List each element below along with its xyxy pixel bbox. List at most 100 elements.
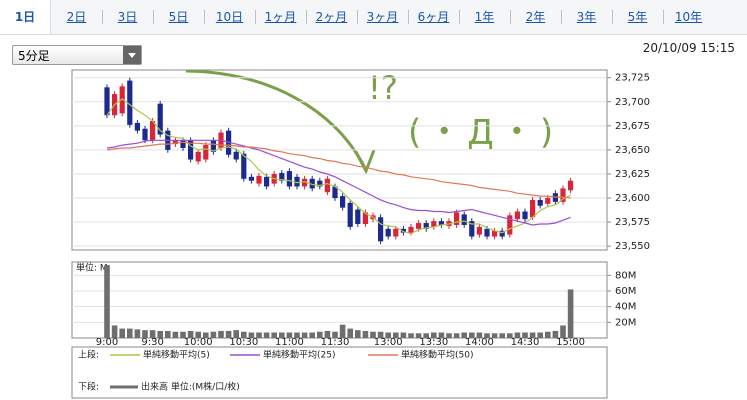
period-tab[interactable]: 10年 xyxy=(663,0,714,34)
volume-bar xyxy=(309,332,315,338)
annotation-arrowhead xyxy=(354,149,376,175)
volume-bar xyxy=(165,330,171,338)
volume-bar xyxy=(210,331,217,338)
volume-bar xyxy=(393,332,399,338)
x-tick-label: 14:00 xyxy=(465,337,494,348)
volume-bar xyxy=(225,330,232,338)
volume-bar xyxy=(415,333,422,338)
period-tab[interactable]: 2年 xyxy=(510,0,561,34)
candle-body xyxy=(499,230,505,237)
volume-bar xyxy=(294,332,300,338)
volume-bar xyxy=(370,331,376,338)
volume-bar xyxy=(431,332,437,338)
x-tick-label: 10:30 xyxy=(229,337,258,348)
candle-body xyxy=(104,87,110,116)
select-arrow xyxy=(123,46,141,64)
y-tick-label: 23,675 xyxy=(615,121,650,132)
candle-body xyxy=(362,212,368,225)
volume-bar xyxy=(187,330,194,338)
volume-bar xyxy=(537,332,543,338)
candle-body xyxy=(340,196,346,208)
y-tick-label: 60M xyxy=(615,286,636,297)
period-tab[interactable]: 3ヶ月 xyxy=(357,0,408,34)
annotation: (・Д・) xyxy=(408,113,559,153)
period-tab[interactable]: 1日 xyxy=(0,0,51,34)
x-tick-label: 9:30 xyxy=(141,337,163,348)
candle-body xyxy=(514,211,520,220)
candle-body xyxy=(347,202,353,227)
period-tab[interactable]: 5年 xyxy=(612,0,663,34)
period-tab[interactable]: 2日 xyxy=(66,10,87,24)
candle-body xyxy=(431,221,437,227)
volume-bar xyxy=(408,333,414,338)
candle-body xyxy=(134,122,140,131)
candle-body xyxy=(142,128,148,141)
period-tabs: 1日 2日 3日 5日 10日 1ヶ月 2ヶ月 3ヶ月 6ヶ月 1年 2年 3年 5年 10年 xyxy=(0,0,747,35)
period-tab[interactable]: 5日 xyxy=(153,0,204,34)
period-tab[interactable]: 2ヶ月 xyxy=(306,0,357,34)
y-tick-label: 23,650 xyxy=(615,145,650,156)
volume-bar xyxy=(127,328,133,338)
volume-bar xyxy=(142,330,148,338)
candle-body xyxy=(476,226,482,235)
candle-body xyxy=(355,209,361,225)
x-tick-label: 13:00 xyxy=(374,337,403,348)
ma-line xyxy=(106,141,571,199)
candle-body xyxy=(279,172,285,181)
volume-bar xyxy=(134,329,141,338)
volume-bar xyxy=(195,331,201,338)
period-tab[interactable]: 10日 xyxy=(204,0,255,34)
volume-bar xyxy=(507,333,513,338)
candle-body xyxy=(302,178,308,187)
interval-select[interactable]: 5分足 xyxy=(12,45,142,65)
candle-body xyxy=(150,121,156,141)
ma-line xyxy=(106,139,571,226)
volume-bar xyxy=(263,332,270,338)
volume-bar xyxy=(400,332,407,338)
y-tick-label: 23,700 xyxy=(615,97,650,108)
legend-label: 下段: xyxy=(78,381,99,393)
candle-body xyxy=(210,140,216,152)
period-tab[interactable]: 1年 xyxy=(459,0,510,34)
volume-bar xyxy=(111,325,118,338)
candle-body xyxy=(522,211,528,220)
candle-body xyxy=(264,176,270,187)
candle-body xyxy=(332,186,338,199)
candle-body xyxy=(195,151,201,162)
candle-body xyxy=(324,178,330,193)
y-tick-label: 80M xyxy=(615,270,636,281)
period-tab[interactable]: 3日 xyxy=(102,0,153,34)
period-tab[interactable]: 6ヶ月 xyxy=(408,0,459,34)
annotation-arrow xyxy=(185,69,367,169)
volume-bar xyxy=(469,332,475,338)
candle-body xyxy=(393,228,399,237)
candle-body xyxy=(492,230,498,237)
volume-bar xyxy=(203,332,209,338)
y-tick-label: 23,575 xyxy=(615,217,650,228)
y-tick-label: 40M xyxy=(615,302,636,313)
candle-body xyxy=(545,198,551,204)
candle-body xyxy=(309,178,315,189)
candle-body xyxy=(438,221,444,225)
legend-text: 出来高 単位:(M株/口/枚) xyxy=(141,381,240,393)
candle-body xyxy=(157,103,163,135)
volume-bar xyxy=(453,333,460,338)
volume-bar xyxy=(180,331,186,338)
volume-bar xyxy=(248,332,255,338)
volume-frame xyxy=(71,261,608,339)
volume-bar xyxy=(514,332,521,338)
volume-bar xyxy=(157,330,163,338)
candle-body xyxy=(416,223,422,229)
period-tab[interactable]: 3年 xyxy=(561,0,612,34)
volume-bar xyxy=(355,330,361,338)
candle-body xyxy=(241,153,247,179)
volume-bar xyxy=(149,330,156,338)
period-tab[interactable]: 1ヶ月 xyxy=(255,0,306,34)
volume-bar xyxy=(104,265,110,338)
candle-body xyxy=(317,180,323,187)
volume-bar xyxy=(279,332,285,338)
x-tick-label: 10:00 xyxy=(184,337,213,348)
interval-select-text: 5分足 xyxy=(18,49,50,63)
volume-bar xyxy=(491,333,498,338)
